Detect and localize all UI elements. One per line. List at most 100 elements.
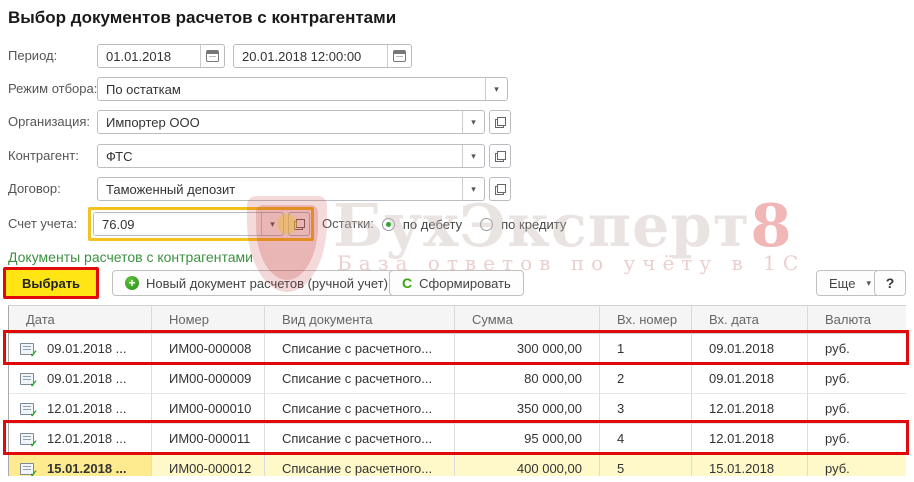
cell-number: ИМ00-000008 xyxy=(152,334,265,364)
new-document-button[interactable]: + Новый документ расчетов (ручной учет) xyxy=(112,270,401,296)
cell-currency: руб. xyxy=(808,394,906,424)
cell-date: 09.01.2018 ... xyxy=(47,371,127,386)
period-to-value[interactable]: 20.01.2018 12:00:00 xyxy=(242,48,362,64)
cell-number: ИМ00-000011 xyxy=(152,424,265,454)
table-row-selected[interactable]: 15.01.2018 ... ИМ00-000012 Списание с ра… xyxy=(9,454,906,476)
cell-in-number: 4 xyxy=(600,424,692,454)
more-button[interactable]: Еще ▾ xyxy=(816,270,884,296)
new-document-button-label: Новый документ расчетов (ручной учет) xyxy=(146,275,388,291)
debit-radio-label[interactable]: по дебету xyxy=(402,216,463,232)
help-button-label: ? xyxy=(885,275,895,291)
select-button[interactable]: Выбрать xyxy=(3,267,100,299)
cell-doc-type: Списание с расчетного... xyxy=(265,334,455,364)
table-row[interactable]: 09.01.2018 ... ИМ00-000009 Списание с ра… xyxy=(9,364,906,394)
counterparty-open-button[interactable] xyxy=(489,144,511,168)
cell-in-date: 15.01.2018 xyxy=(692,454,808,476)
cell-number: ИМ00-000009 xyxy=(152,364,265,394)
open-icon xyxy=(293,218,305,230)
organization-value[interactable]: Импортер ООО xyxy=(106,114,200,130)
chevron-down-icon[interactable]: ▾ xyxy=(462,178,484,200)
cell-in-number: 5 xyxy=(600,454,692,476)
counterparty-label: Контрагент: xyxy=(8,148,79,163)
chevron-down-icon[interactable]: ▾ xyxy=(261,213,283,235)
chevron-down-icon[interactable]: ▾ xyxy=(485,78,507,100)
cell-currency: руб. xyxy=(808,364,906,394)
cell-number: ИМ00-000012 xyxy=(152,454,265,476)
period-from-field[interactable]: 01.01.2018 xyxy=(97,44,225,68)
cell-doc-type: Списание с расчетного... xyxy=(265,394,455,424)
debit-radio[interactable] xyxy=(381,217,395,231)
account-label: Счет учета: xyxy=(8,216,78,231)
period-to-field[interactable]: 20.01.2018 12:00:00 xyxy=(233,44,412,68)
contract-open-button[interactable] xyxy=(489,177,511,201)
refresh-icon: C xyxy=(402,275,413,291)
period-from-value[interactable]: 01.01.2018 xyxy=(106,48,172,64)
contract-label: Договор: xyxy=(8,181,61,196)
cell-date: 15.01.2018 ... xyxy=(47,461,127,476)
cell-amount: 80 000,00 xyxy=(455,364,600,394)
column-header-amount[interactable]: Сумма xyxy=(455,306,600,334)
chevron-down-icon[interactable]: ▾ xyxy=(462,111,484,133)
credit-radio[interactable] xyxy=(480,217,494,231)
cell-in-date: 09.01.2018 xyxy=(692,364,808,394)
generate-button-label: Сформировать xyxy=(419,275,511,291)
column-header-in-number[interactable]: Вх. номер xyxy=(600,306,692,334)
cell-number: ИМ00-000010 xyxy=(152,394,265,424)
open-icon xyxy=(494,183,506,195)
cell-amount: 350 000,00 xyxy=(455,394,600,424)
column-header-in-date[interactable]: Вх. дата xyxy=(692,306,808,334)
column-header-number[interactable]: Номер xyxy=(152,306,265,334)
calendar-button[interactable] xyxy=(200,45,224,67)
balances-label: Остатки: xyxy=(322,216,374,231)
cell-currency: руб. xyxy=(808,334,906,364)
cell-amount: 400 000,00 xyxy=(455,454,600,476)
column-header-currency[interactable]: Валюта xyxy=(808,306,906,334)
mode-label: Режим отбора: xyxy=(8,81,98,96)
account-combobox[interactable]: 76.09 ▾ xyxy=(93,212,284,236)
cell-date: 09.01.2018 ... xyxy=(47,341,127,356)
document-posted-icon xyxy=(20,342,38,360)
column-header-doc-type[interactable]: Вид документа xyxy=(265,306,455,334)
organization-open-button[interactable] xyxy=(489,110,511,134)
cell-date: 12.01.2018 ... xyxy=(47,431,127,446)
section-title: Документы расчетов с контрагентами xyxy=(8,249,253,265)
calendar-icon xyxy=(393,50,406,62)
mode-value[interactable]: По остаткам xyxy=(106,81,181,97)
chevron-down-icon: ▾ xyxy=(866,277,871,288)
counterparty-combobox[interactable]: ФТС ▾ xyxy=(97,144,485,168)
cell-doc-type: Списание с расчетного... xyxy=(265,424,455,454)
balances-radio-group: Остатки: по дебету по кредиту xyxy=(322,212,576,236)
help-button[interactable]: ? xyxy=(874,270,906,296)
document-posted-icon xyxy=(20,402,38,420)
credit-radio-label[interactable]: по кредиту xyxy=(501,216,567,232)
contract-combobox[interactable]: Таможенный депозит ▾ xyxy=(97,177,485,201)
open-icon xyxy=(494,116,506,128)
documents-table: Дата Номер Вид документа Сумма Вх. номер… xyxy=(8,305,906,476)
cell-amount: 300 000,00 xyxy=(455,334,600,364)
plus-icon: + xyxy=(125,276,139,290)
calendar-icon xyxy=(206,50,219,62)
mode-combobox[interactable]: По остаткам ▾ xyxy=(97,77,508,101)
open-icon xyxy=(494,150,506,162)
table-row[interactable]: 12.01.2018 ... ИМ00-000011 Списание с ра… xyxy=(9,424,906,454)
table-row[interactable]: 09.01.2018 ... ИМ00-000008 Списание с ра… xyxy=(9,334,906,364)
table-header-row: Дата Номер Вид документа Сумма Вх. номер… xyxy=(9,306,906,334)
account-open-button[interactable] xyxy=(288,212,310,236)
generate-button[interactable]: C Сформировать xyxy=(389,270,524,296)
document-posted-icon xyxy=(20,432,38,450)
column-header-date[interactable]: Дата xyxy=(9,306,152,334)
counterparty-value[interactable]: ФТС xyxy=(106,148,133,164)
calendar-button[interactable] xyxy=(387,45,411,67)
cell-in-number: 2 xyxy=(600,364,692,394)
cell-in-date: 09.01.2018 xyxy=(692,334,808,364)
cell-in-date: 12.01.2018 xyxy=(692,424,808,454)
chevron-down-icon[interactable]: ▾ xyxy=(462,145,484,167)
account-value[interactable]: 76.09 xyxy=(102,216,135,232)
table-row[interactable]: 12.01.2018 ... ИМ00-000010 Списание с ра… xyxy=(9,394,906,424)
document-posted-icon xyxy=(20,372,38,390)
cell-in-number: 3 xyxy=(600,394,692,424)
cell-date: 12.01.2018 ... xyxy=(47,401,127,416)
organization-label: Организация: xyxy=(8,114,91,129)
contract-value[interactable]: Таможенный депозит xyxy=(106,181,236,197)
organization-combobox[interactable]: Импортер ООО ▾ xyxy=(97,110,485,134)
